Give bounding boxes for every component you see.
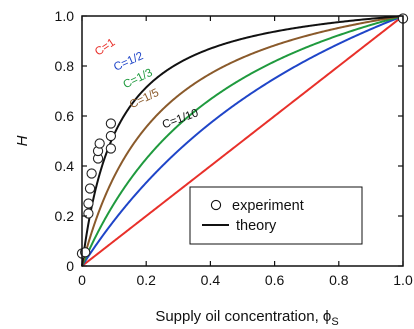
axis-ticks [81,15,404,267]
y-tick-label: 0.4 [55,158,75,174]
y-tick-label: 0 [66,258,74,274]
plot-frame [81,15,404,267]
x-tick-label: 1.0 [393,272,413,288]
legend-theory-label: theory [236,218,277,234]
legend-experiment-label: experiment [232,198,304,214]
curve-label-c-1-10: C=1/10 [161,107,200,131]
curve-c-1 [81,15,404,267]
x-axis-label-main: Supply oil concentration, ϕ [155,308,331,325]
y-tick-label: 1.0 [55,8,75,24]
experiment-point [86,168,97,179]
y-tick-label: 0.2 [55,208,75,224]
experiment-point [105,118,117,129]
y-tick-label: 0.6 [55,108,75,124]
experiment-point [83,208,94,219]
legend-box [189,186,363,245]
experiment-point [84,183,96,194]
experiment-point [83,198,94,209]
x-axis-label: Supply oil concentration, ϕS [155,308,338,328]
x-tick-label: 0.8 [329,272,349,288]
x-tick-label: 0.2 [136,272,156,288]
curve-c-1-2 [81,15,404,267]
legend: experiment theory [189,186,363,245]
curve-c-1-3 [81,15,404,267]
experiment-point [105,130,117,142]
curve-label-c-1: C=1 [93,37,117,59]
experiment-point [80,247,91,258]
x-axis-label-subscript: S [331,316,338,328]
tick-labels: 0 0.2 0.4 0.6 0.8 1.0 0 0.2 0.4 0.6 0.8 1.0 [55,8,413,288]
experiment-point [94,138,105,149]
x-tick-label: 0 [78,272,86,288]
x-tick-label: 0.6 [265,272,285,288]
curve-label-c-1-3: C=1/3 [121,67,154,91]
legend-experiment-marker [210,199,222,211]
curve-c-1-5 [81,15,404,267]
x-tick-label: 0.4 [201,272,221,288]
curve-labels: C=1C=1/2C=1/3C=1/5C=1/10 [93,37,200,132]
experiment-point [105,143,117,154]
y-axis-label: H [14,135,31,146]
y-tick-label: 0.8 [55,58,75,74]
